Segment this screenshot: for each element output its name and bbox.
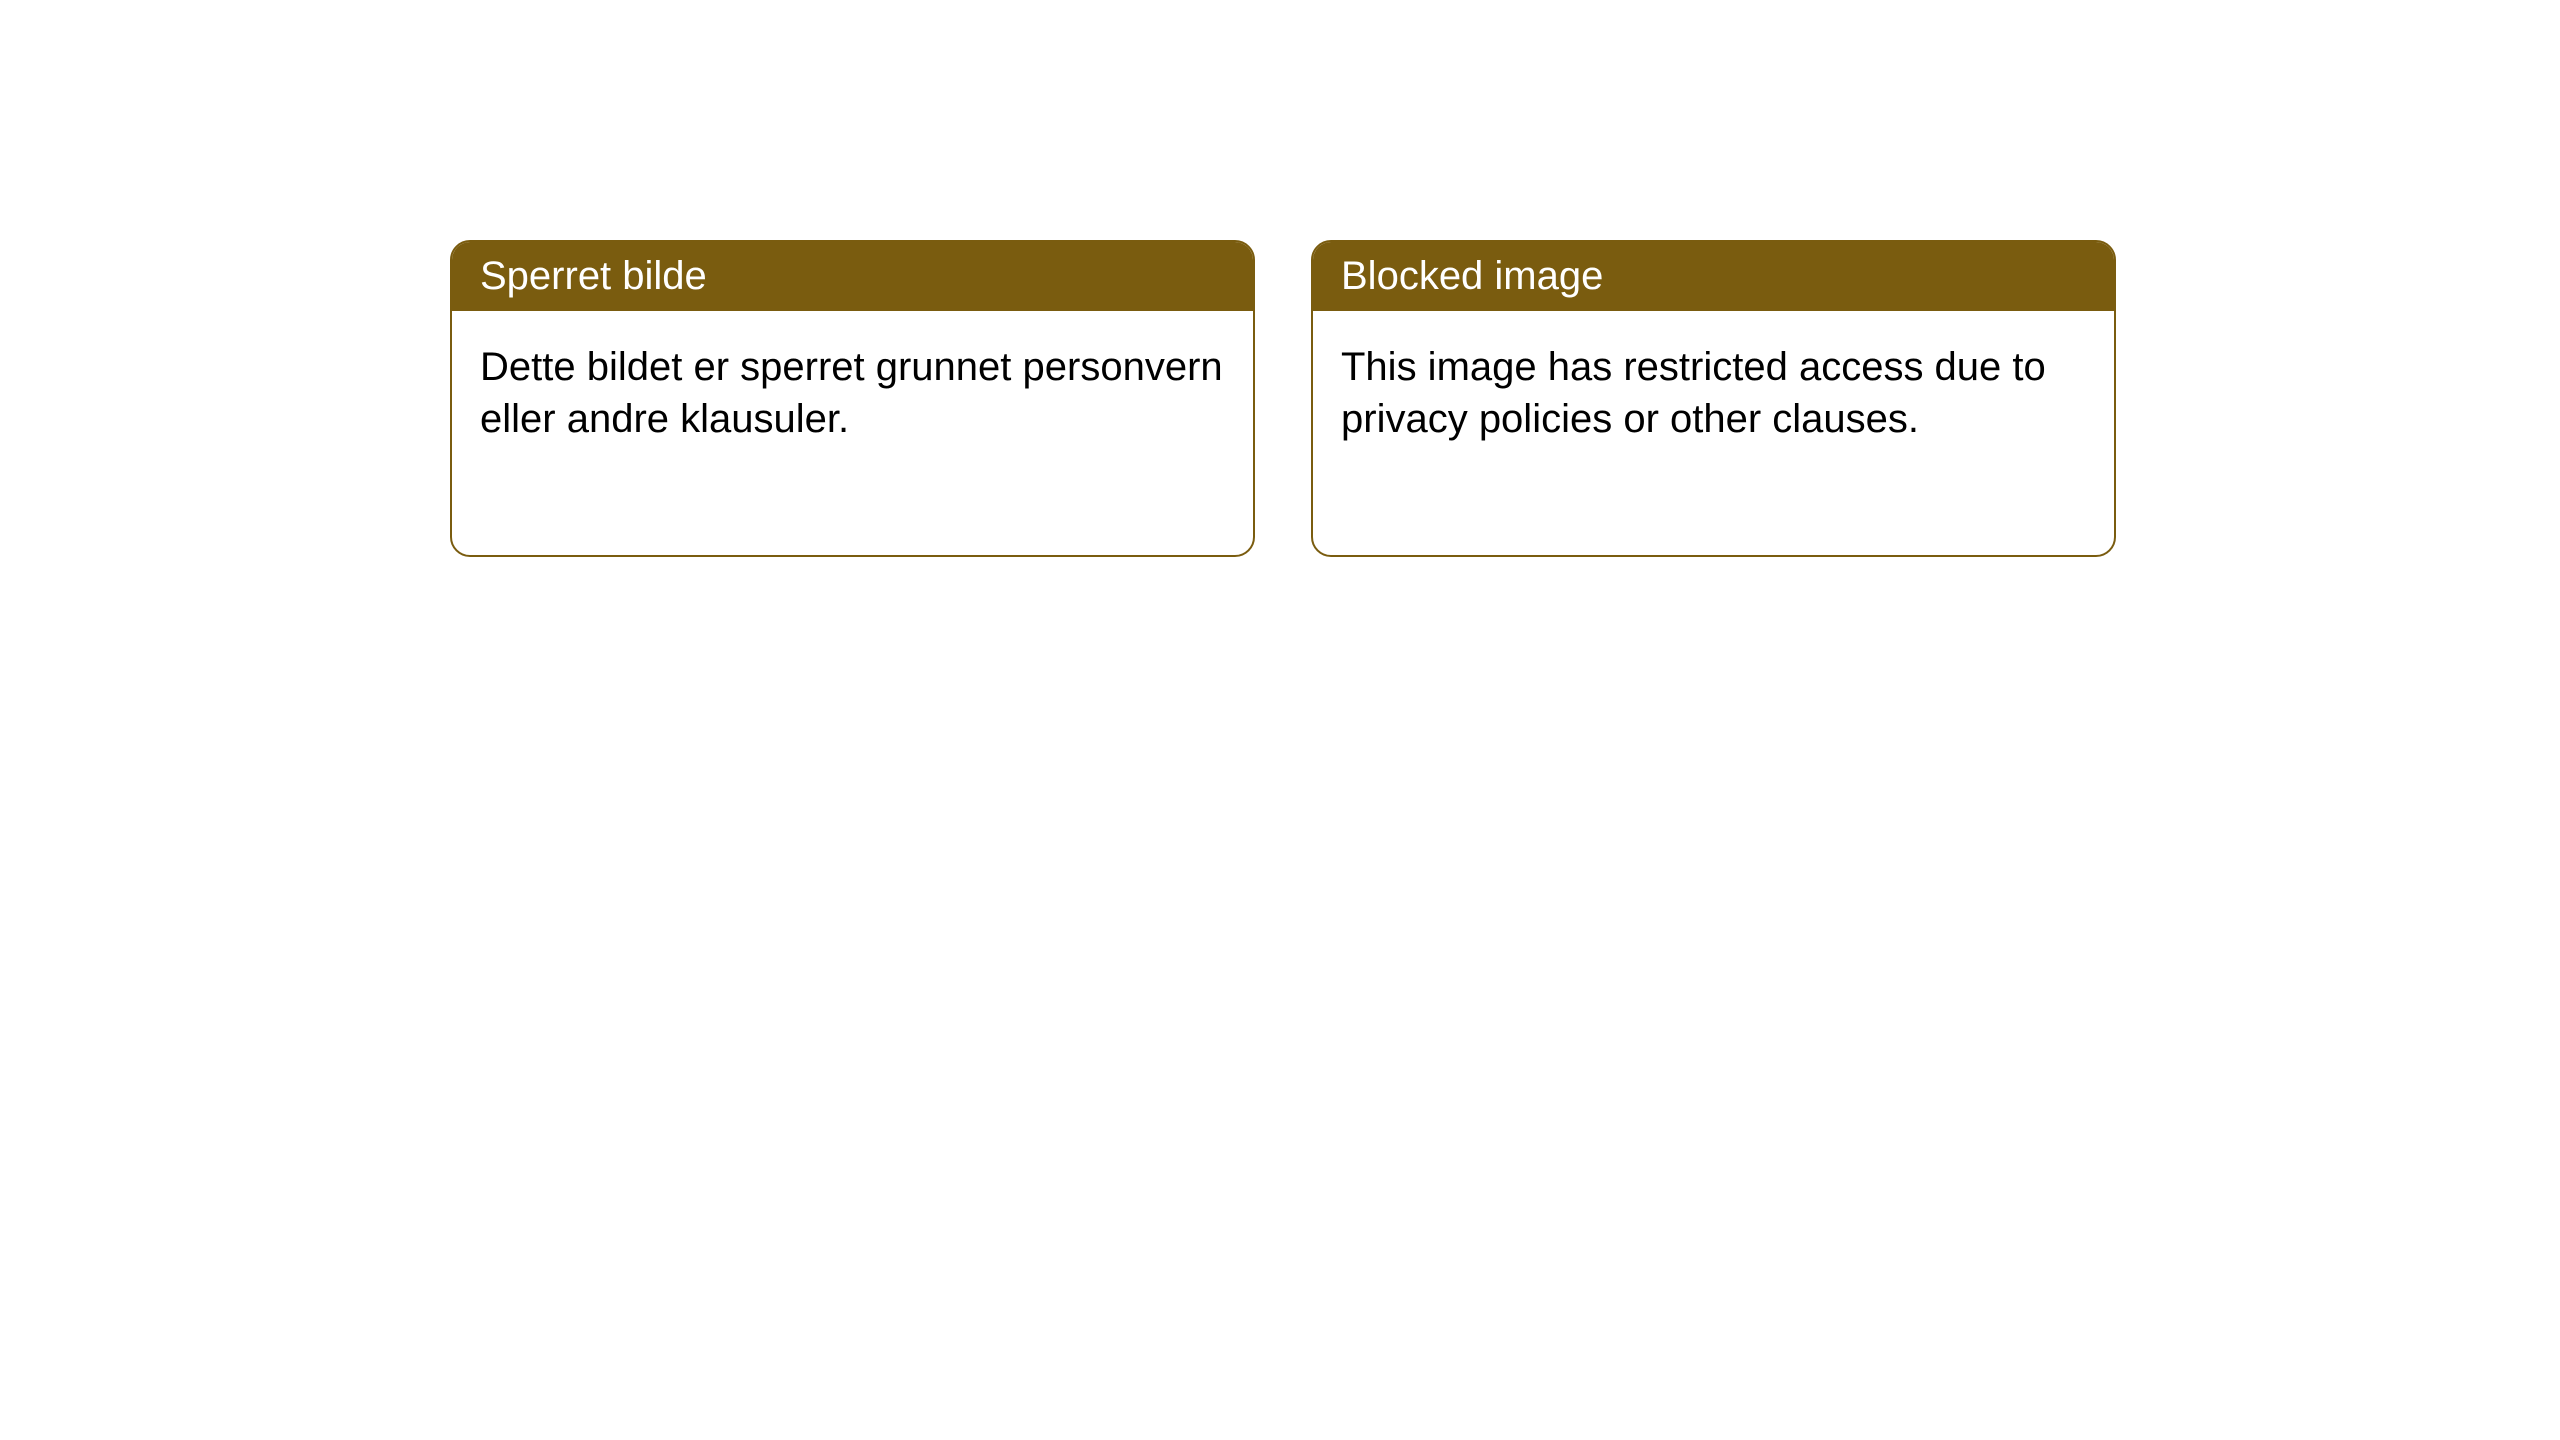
card-body-en: This image has restricted access due to … (1313, 311, 2114, 555)
notice-container: Sperret bilde Dette bildet er sperret gr… (0, 0, 2560, 557)
blocked-image-card-no: Sperret bilde Dette bildet er sperret gr… (450, 240, 1255, 557)
card-header-en: Blocked image (1313, 242, 2114, 311)
card-body-no: Dette bildet er sperret grunnet personve… (452, 311, 1253, 555)
blocked-image-card-en: Blocked image This image has restricted … (1311, 240, 2116, 557)
card-header-no: Sperret bilde (452, 242, 1253, 311)
